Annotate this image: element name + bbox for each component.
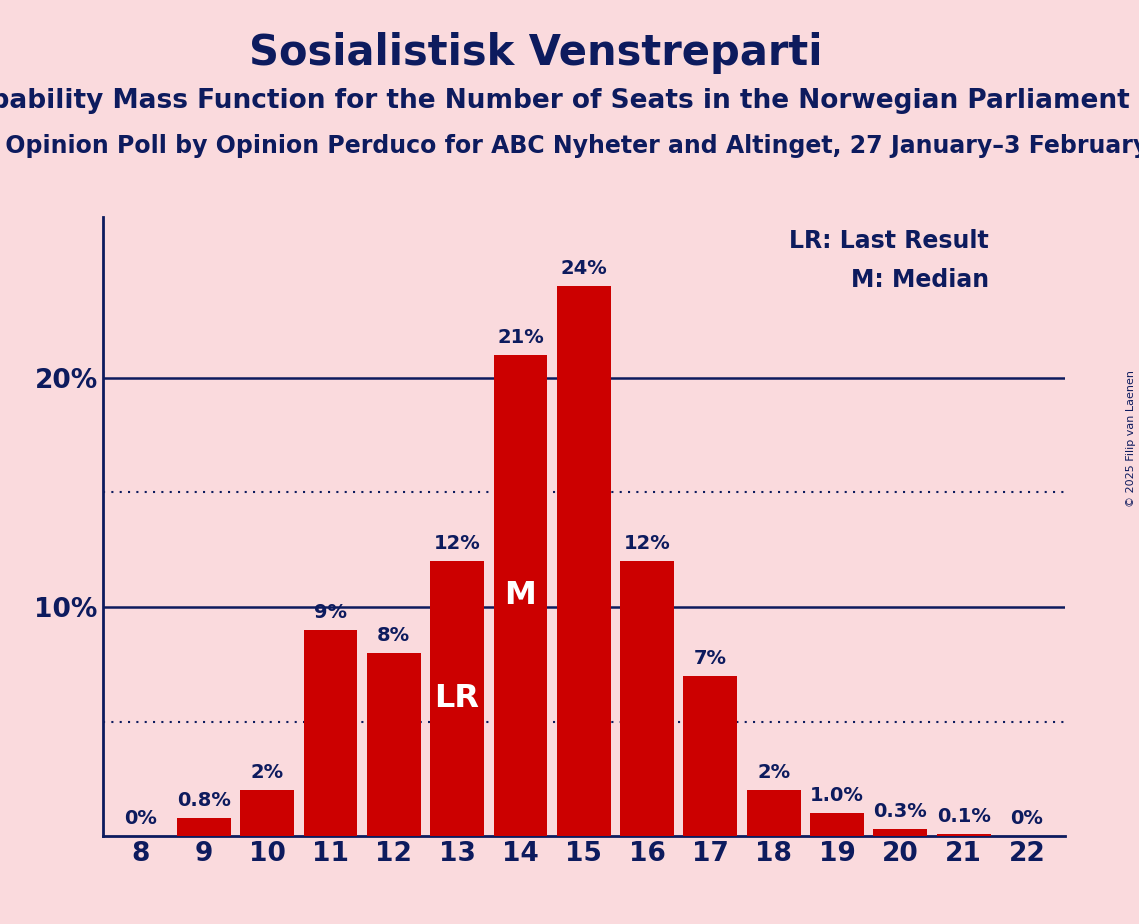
Text: 0.8%: 0.8% bbox=[177, 791, 231, 809]
Bar bbox=[240, 790, 294, 836]
Bar bbox=[177, 818, 231, 836]
Text: Probability Mass Function for the Number of Seats in the Norwegian Parliament: Probability Mass Function for the Number… bbox=[0, 88, 1130, 114]
Text: LR: LR bbox=[435, 683, 480, 714]
Text: Sosialistisk Venstreparti: Sosialistisk Venstreparti bbox=[248, 32, 822, 74]
Bar bbox=[431, 561, 484, 836]
Text: 0.1%: 0.1% bbox=[936, 807, 991, 826]
Text: © 2025 Filip van Laenen: © 2025 Filip van Laenen bbox=[1126, 370, 1136, 506]
Text: M: Median: M: Median bbox=[851, 268, 989, 292]
Text: 12%: 12% bbox=[624, 534, 671, 553]
Text: 0%: 0% bbox=[1010, 809, 1043, 828]
Text: 0.3%: 0.3% bbox=[874, 802, 927, 821]
Text: 2%: 2% bbox=[757, 763, 790, 783]
Text: 8%: 8% bbox=[377, 626, 410, 645]
Text: 9%: 9% bbox=[314, 602, 347, 622]
Bar bbox=[557, 286, 611, 836]
Text: M: M bbox=[505, 580, 536, 611]
Bar bbox=[810, 813, 863, 836]
Text: on an Opinion Poll by Opinion Perduco for ABC Nyheter and Altinget, 27 January–3: on an Opinion Poll by Opinion Perduco fo… bbox=[0, 134, 1139, 158]
Bar bbox=[683, 675, 737, 836]
Text: LR: Last Result: LR: Last Result bbox=[789, 228, 989, 252]
Text: 0%: 0% bbox=[124, 809, 157, 828]
Bar bbox=[304, 630, 358, 836]
Text: 1.0%: 1.0% bbox=[810, 786, 865, 806]
Text: 24%: 24% bbox=[560, 259, 607, 278]
Text: 2%: 2% bbox=[251, 763, 284, 783]
Text: 12%: 12% bbox=[434, 534, 481, 553]
Bar bbox=[493, 355, 548, 836]
Bar bbox=[936, 834, 991, 836]
Text: 7%: 7% bbox=[694, 649, 727, 668]
Text: 21%: 21% bbox=[497, 328, 543, 346]
Bar bbox=[620, 561, 674, 836]
Bar bbox=[367, 652, 420, 836]
Bar bbox=[874, 830, 927, 836]
Bar bbox=[747, 790, 801, 836]
